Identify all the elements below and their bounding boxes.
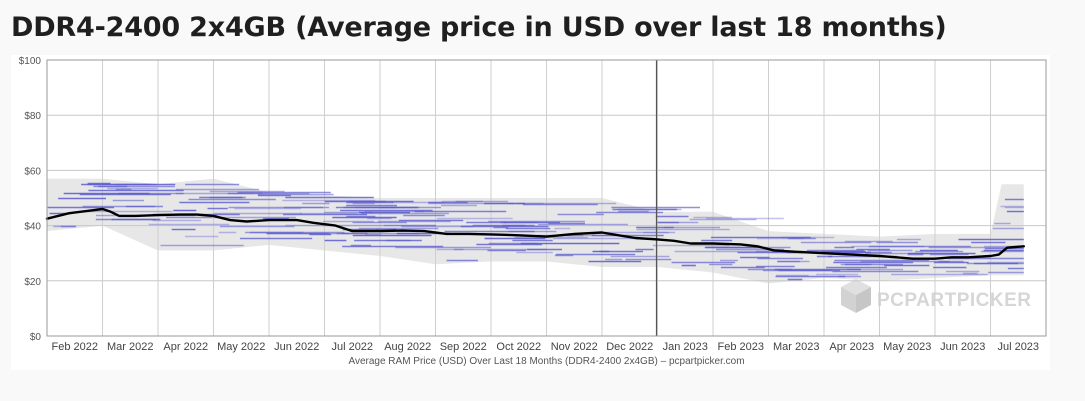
average-price-layer xyxy=(45,207,1025,260)
chart-caption: Average RAM Price (USD) Over Last 18 Mon… xyxy=(348,356,744,367)
watermark-text: PCPARTPICKER xyxy=(877,290,1032,311)
pcpartpicker-logo-icon xyxy=(841,279,871,313)
x-tick-label: Aug 2022 xyxy=(384,341,431,353)
x-tick-label: Sep 2022 xyxy=(440,341,487,353)
x-tick-label: Dec 2022 xyxy=(606,341,653,353)
x-tick-label: Jul 2022 xyxy=(331,341,373,353)
x-tick-label: Feb 2022 xyxy=(52,341,98,353)
price-history-chart: PCPARTPICKER $0 $20 $40 $60 $80 $100 Feb 2022… xyxy=(19,56,1047,367)
average-price-line-0 xyxy=(45,207,1025,260)
x-tick-label: Apr 2023 xyxy=(829,341,874,353)
y-axis: $0 $20 $40 $60 $80 $100 xyxy=(19,56,42,343)
x-axis: Feb 2022 Mar 2022 Apr 2022 May 2022 Jun 2022… xyxy=(52,341,1040,353)
x-tick-label: Oct 2022 xyxy=(496,341,541,353)
x-tick-label: Jul 2023 xyxy=(997,341,1039,353)
y-tick-label: $100 xyxy=(19,56,42,67)
retailer-price-lines xyxy=(47,182,1024,281)
x-tick-label: Mar 2022 xyxy=(107,341,153,353)
x-tick-label: Feb 2023 xyxy=(718,341,764,353)
y-tick-label: $60 xyxy=(24,166,41,177)
x-tick-label: May 2023 xyxy=(883,341,931,353)
y-tick-label: $80 xyxy=(24,111,41,122)
pcpartpicker-watermark: PCPARTPICKER xyxy=(841,279,1032,313)
page-title: DDR4-2400 2x4GB (Average price in USD ov… xyxy=(11,12,947,43)
x-tick-label: Jun 2022 xyxy=(274,341,319,353)
price-chart-card: PCPARTPICKER $0 $20 $40 $60 $80 $100 Feb 2022… xyxy=(11,55,1050,370)
y-tick-label: $40 xyxy=(24,222,41,233)
x-tick-label: Jun 2023 xyxy=(940,341,985,353)
x-tick-label: Apr 2022 xyxy=(163,341,208,353)
x-tick-label: Nov 2022 xyxy=(551,341,598,353)
plot-area-frame xyxy=(46,59,1047,337)
y-tick-label: $20 xyxy=(24,277,41,288)
x-tick-label: Mar 2023 xyxy=(773,341,819,353)
y-tick-label: $0 xyxy=(30,332,42,343)
x-tick-label: May 2022 xyxy=(217,341,265,353)
x-tick-label: Jan 2023 xyxy=(663,341,708,353)
